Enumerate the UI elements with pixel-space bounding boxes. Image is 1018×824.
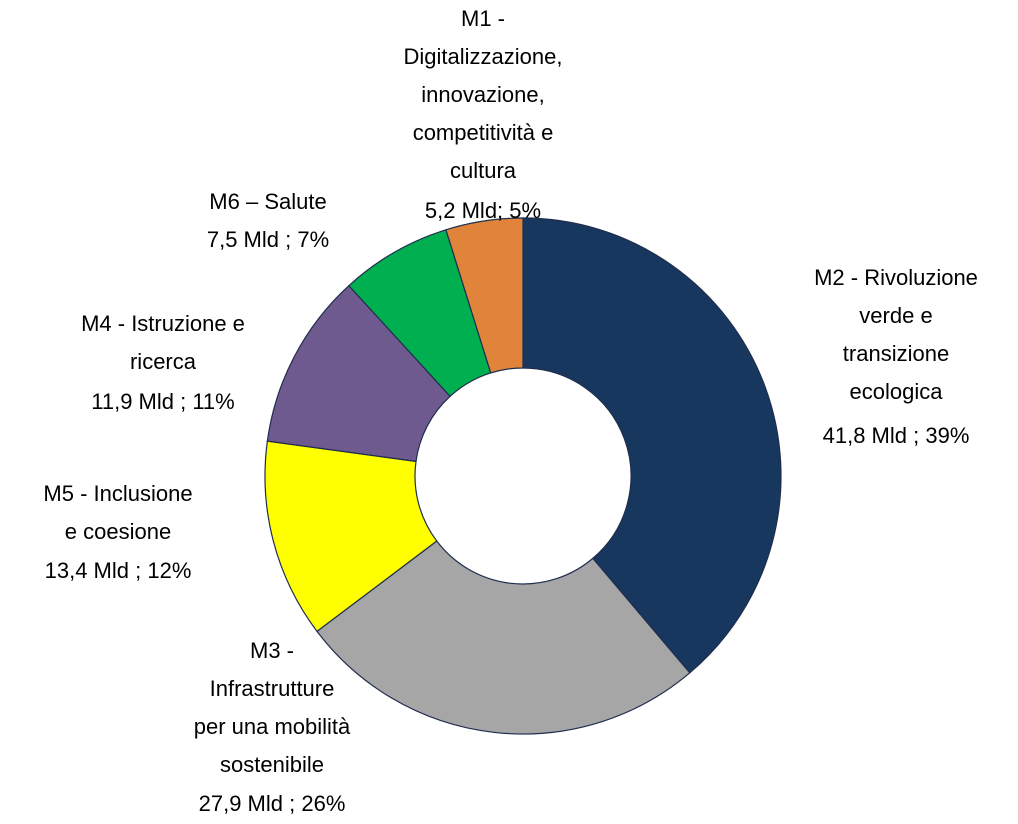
category-label: M4 - Istruzione e: [81, 311, 245, 336]
category-label: e coesione: [65, 519, 171, 544]
donut-slice: [266, 284, 451, 463]
value-label: 27,9 Mld ; 26%: [199, 791, 346, 816]
category-label: M2 - Rivoluzione: [814, 265, 978, 290]
value-label: 5,2 Mld; 5%: [425, 198, 541, 223]
category-label: competitività e: [413, 120, 554, 145]
category-label: verde e: [859, 303, 932, 328]
category-label: per una mobilità: [194, 714, 351, 739]
donut-slice: [316, 540, 691, 735]
category-label: innovazione,: [421, 82, 545, 107]
category-label: ricerca: [130, 349, 197, 374]
category-label: ecologica: [850, 379, 944, 404]
value-label: 41,8 Mld ; 39%: [823, 423, 970, 448]
donut-slice: [522, 217, 782, 674]
category-label: M1 -: [461, 6, 505, 31]
category-label: M5 - Inclusione: [43, 481, 192, 506]
category-label: M3 -: [250, 638, 294, 663]
value-label: 11,9 Mld ; 11%: [91, 389, 234, 414]
category-label: cultura: [450, 158, 517, 183]
category-label: sostenibile: [220, 752, 324, 777]
category-label: transizione: [843, 341, 949, 366]
category-label: Infrastrutture: [210, 676, 335, 701]
category-label: M6 – Salute: [209, 189, 326, 214]
value-label: 7,5 Mld ; 7%: [207, 227, 329, 252]
value-label: 13,4 Mld ; 12%: [45, 558, 192, 583]
category-label: Digitalizzazione,: [404, 44, 563, 69]
donut-slice: [264, 440, 438, 633]
donut-slice: [445, 217, 524, 374]
